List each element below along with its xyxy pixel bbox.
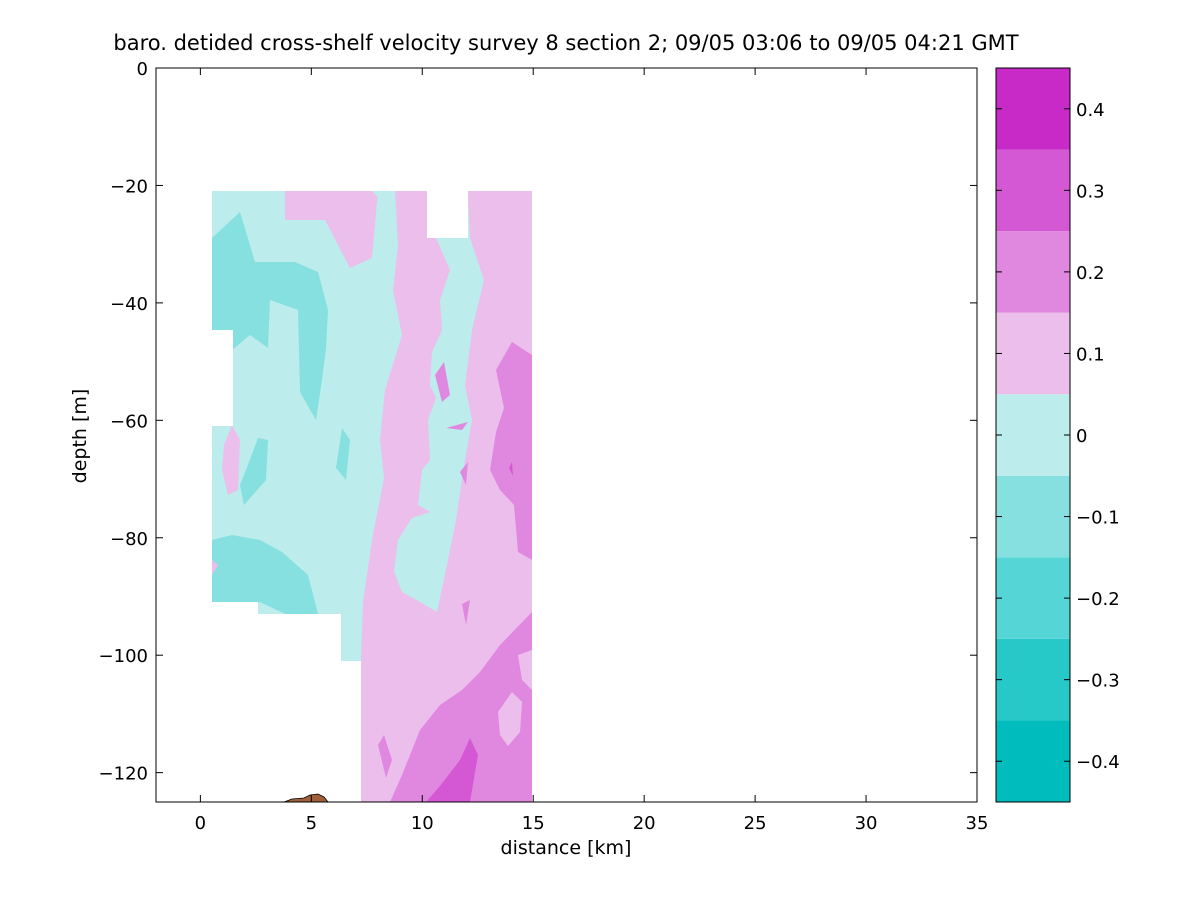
x-tick-label: 20	[633, 813, 656, 834]
contour-band-0.1-0.2	[446, 422, 468, 430]
y-tick-label: 0	[137, 59, 148, 80]
contour-band-neg0.2-neg0.1	[212, 535, 318, 614]
contour-band-neg0.1-0	[394, 191, 484, 612]
x-tick-label: 10	[411, 813, 434, 834]
missing-data-gap	[212, 330, 233, 426]
bathymetry	[283, 793, 329, 803]
y-tick-label: −20	[110, 176, 148, 197]
contour-band-0-0.1	[498, 692, 522, 746]
contour-band-0.1-0.2	[490, 342, 532, 560]
colorbar-tick-label: 0.3	[1076, 181, 1105, 202]
colorbar-band	[996, 557, 1070, 639]
colorbar-tick-label: 0.4	[1076, 100, 1105, 121]
contour-band-0.1-0.2	[390, 612, 532, 802]
y-axis: 0 −20 −40 −60 −80 −100 −120	[99, 59, 977, 785]
contour-band-neg0.1-0	[372, 191, 392, 212]
colorbar-band	[996, 68, 1070, 150]
plot-area	[155, 67, 978, 803]
missing-data-gap	[212, 602, 258, 614]
colorbar-band	[996, 149, 1070, 232]
x-tick-label: 0	[195, 813, 206, 834]
contour-band-0.2-0.3	[426, 738, 478, 802]
contour-band-0.1-0.2	[460, 462, 468, 485]
contour-band-0.2-0.3	[509, 462, 513, 476]
colorbar-band	[996, 475, 1070, 558]
colorbar-tick-label: −0.3	[1076, 671, 1120, 692]
y-tick-label: −80	[110, 529, 148, 550]
colorbar-bands	[996, 68, 1070, 802]
y-tick-label: −40	[110, 294, 148, 315]
y-tick-label: −100	[99, 646, 148, 667]
contour-band-0-0.1	[212, 560, 218, 575]
x-axis: 0 5 10 15 20 25 30 35	[195, 68, 989, 834]
contour-band-0-0.1	[222, 425, 240, 495]
contour-band-0-0.1	[518, 650, 532, 690]
y-tick-label: −60	[110, 411, 148, 432]
x-tick-label: 35	[966, 813, 989, 834]
contour-band-0.1-0.2	[462, 600, 470, 625]
colorbar-band	[996, 394, 1070, 476]
y-axis-label: depth [m]	[69, 389, 91, 484]
x-tick-label: 15	[522, 813, 545, 834]
contour-band-neg0.2-neg0.1	[212, 212, 328, 420]
colorbar-tick-label: 0.2	[1076, 263, 1105, 284]
colorbar-ticks: −0.4 −0.3 −0.2 −0.1 0 0.1 0.2 0.3 0.4	[996, 100, 1120, 773]
x-axis-label: distance [km]	[501, 837, 632, 859]
colorbar-band	[996, 638, 1070, 721]
x-tick-label: 5	[306, 813, 317, 834]
colorbar-tick-label: −0.2	[1076, 589, 1120, 610]
contour-fill	[212, 191, 532, 802]
contour-band-neg0.2-neg0.1	[240, 438, 268, 505]
colorbar-tick-label: −0.1	[1076, 508, 1120, 529]
colorbar-tick-label: 0	[1076, 426, 1087, 447]
contour-band-0.1-0.2	[435, 362, 450, 402]
contour-band-neg0.2-neg0.1	[336, 428, 350, 480]
chart-title: baro. detided cross-shelf velocity surve…	[113, 31, 1018, 55]
colorbar-tick-label: 0.1	[1076, 344, 1105, 365]
x-tick-label: 30	[855, 813, 878, 834]
colorbar: −0.4 −0.3 −0.2 −0.1 0 0.1 0.2 0.3 0.4	[995, 67, 1120, 803]
plot-frame	[155, 67, 978, 803]
colorbar-band	[996, 312, 1070, 395]
colorbar-band	[996, 231, 1070, 313]
x-tick-label: 25	[744, 813, 767, 834]
contour-band-0.1-0.2	[378, 735, 392, 778]
y-tick-label: −120	[99, 764, 148, 785]
colorbar-band	[996, 720, 1070, 802]
missing-data-notch	[427, 191, 468, 238]
colorbar-tick-label: −0.4	[1076, 752, 1120, 773]
